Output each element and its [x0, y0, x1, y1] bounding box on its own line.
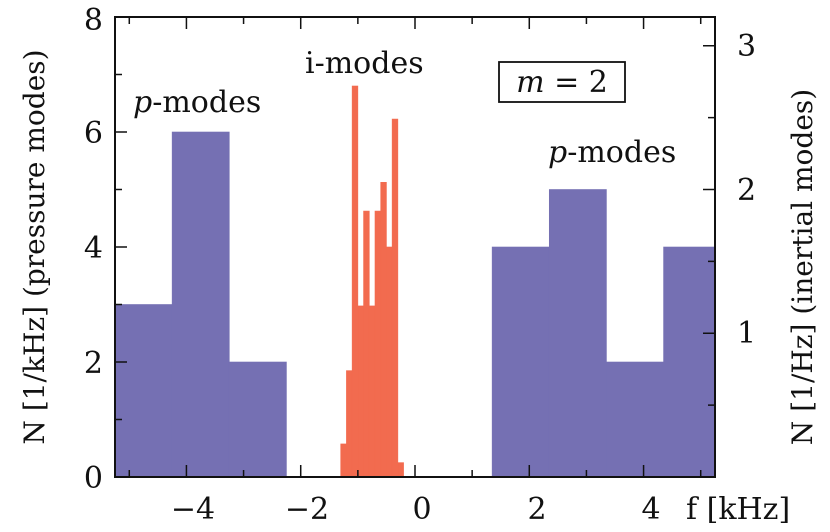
annotation-m-equals-2: m = 2 [516, 65, 608, 100]
i-mode-bar [340, 443, 347, 478]
annotation-p-modes-left: p-modes [133, 85, 261, 120]
i-mode-bar [357, 305, 364, 478]
x-tick-label: 2 [527, 492, 546, 527]
right-y-tick-label: 1 [737, 316, 756, 351]
left-y-tick-label: 8 [84, 3, 103, 38]
x-tick-label: −4 [171, 492, 215, 527]
i-mode-bar [391, 118, 399, 478]
bars-layer [114, 85, 716, 478]
p-mode-bar [491, 246, 550, 478]
annotation-p-modes-right: p-modes [548, 135, 676, 170]
i-mode-bar [368, 305, 376, 478]
annotation-p-italic: p [548, 135, 567, 170]
annotation-m-rest: = 2 [545, 65, 608, 100]
right-y-tick-label: 3 [737, 29, 756, 64]
m-equals-2-box [498, 61, 626, 103]
p-mode-bar [114, 304, 173, 478]
i-mode-bar [363, 210, 370, 478]
x-tick-label: −2 [285, 492, 329, 527]
annotation-p-suffix: -modes [152, 85, 261, 120]
p-mode-bar [548, 189, 607, 478]
i-mode-bar [374, 210, 382, 478]
annotation-p-suffix: -modes [567, 135, 676, 170]
p-mode-bar [663, 246, 716, 478]
left-y-tick-label: 2 [84, 346, 103, 381]
p-mode-bar [228, 361, 287, 478]
ticks-layer [115, 16, 715, 478]
x-axis-title: f [kHz] [686, 492, 790, 527]
annotation-i-modes: i-modes [305, 46, 424, 81]
right-y-tick-label: 2 [737, 173, 756, 208]
i-mode-bar [386, 246, 393, 478]
p-mode-bar [606, 361, 664, 478]
i-mode-bar [346, 370, 353, 478]
x-tick-label: 0 [412, 492, 431, 527]
x-tick-label: 4 [641, 492, 660, 527]
right-y-axis-title: N [1/Hz] (inertial modes) [786, 89, 819, 445]
annotation-p-italic: p [133, 85, 152, 120]
left-y-tick-label: 4 [84, 231, 103, 266]
left-y-axis-title: N [1/kHz] (pressure modes) [18, 49, 51, 444]
annotation-m-var: m [516, 65, 544, 100]
i-mode-bar [380, 182, 387, 478]
left-y-tick-label: 0 [84, 461, 103, 496]
p-mode-bar [171, 131, 230, 478]
i-mode-bar [351, 85, 359, 478]
left-y-tick-label: 6 [84, 116, 103, 151]
i-mode-bar [397, 462, 404, 478]
